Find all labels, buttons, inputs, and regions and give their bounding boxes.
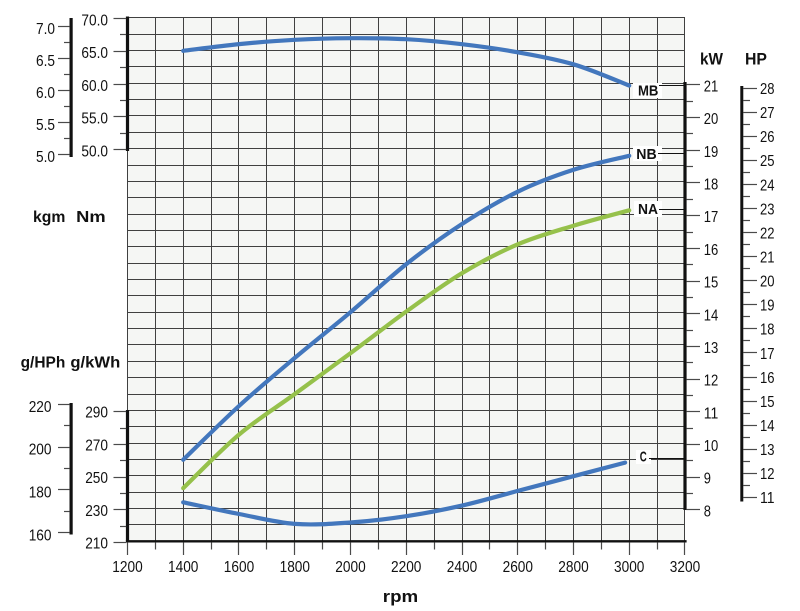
svg-text:6.0: 6.0 bbox=[36, 85, 55, 102]
svg-text:24: 24 bbox=[760, 177, 775, 194]
svg-text:20: 20 bbox=[704, 111, 719, 128]
svg-text:25: 25 bbox=[760, 153, 775, 170]
svg-text:17: 17 bbox=[704, 209, 719, 226]
svg-text:270: 270 bbox=[85, 437, 108, 454]
svg-text:kgm: kgm bbox=[33, 209, 65, 226]
svg-text:15: 15 bbox=[704, 275, 719, 292]
svg-text:13: 13 bbox=[704, 340, 719, 357]
svg-text:5.0: 5.0 bbox=[36, 149, 55, 166]
svg-text:11: 11 bbox=[704, 405, 719, 422]
svg-text:NB: NB bbox=[636, 146, 657, 163]
svg-text:180: 180 bbox=[29, 485, 52, 502]
svg-text:3000: 3000 bbox=[614, 559, 644, 576]
svg-text:6.5: 6.5 bbox=[36, 53, 55, 70]
svg-text:HP: HP bbox=[745, 49, 767, 68]
svg-text:16: 16 bbox=[760, 370, 775, 387]
svg-text:19: 19 bbox=[760, 298, 775, 315]
svg-text:2600: 2600 bbox=[503, 559, 533, 576]
svg-text:17: 17 bbox=[760, 346, 775, 363]
svg-text:23: 23 bbox=[760, 201, 775, 218]
svg-text:27: 27 bbox=[760, 105, 775, 122]
svg-text:15: 15 bbox=[760, 394, 775, 411]
svg-text:14: 14 bbox=[760, 418, 775, 435]
svg-text:14: 14 bbox=[704, 307, 719, 324]
svg-text:2000: 2000 bbox=[335, 559, 365, 576]
svg-text:8: 8 bbox=[704, 503, 711, 520]
svg-text:2800: 2800 bbox=[558, 559, 588, 576]
svg-text:26: 26 bbox=[760, 129, 775, 146]
svg-text:70.0: 70.0 bbox=[81, 13, 108, 30]
svg-text:13: 13 bbox=[760, 442, 775, 459]
svg-text:21: 21 bbox=[760, 250, 775, 267]
svg-text:1800: 1800 bbox=[280, 559, 310, 576]
svg-text:C: C bbox=[640, 449, 647, 466]
svg-text:220: 220 bbox=[29, 399, 52, 416]
svg-text:12: 12 bbox=[704, 373, 719, 390]
svg-text:1600: 1600 bbox=[224, 559, 254, 576]
svg-text:12: 12 bbox=[760, 466, 775, 483]
svg-text:2400: 2400 bbox=[447, 559, 477, 576]
svg-text:9: 9 bbox=[704, 471, 711, 488]
svg-text:1400: 1400 bbox=[168, 559, 198, 576]
svg-text:rpm: rpm bbox=[383, 587, 418, 606]
svg-text:2200: 2200 bbox=[391, 559, 421, 576]
svg-text:10: 10 bbox=[704, 438, 719, 455]
svg-text:1200: 1200 bbox=[112, 559, 142, 576]
svg-text:200: 200 bbox=[29, 442, 52, 459]
svg-text:60.0: 60.0 bbox=[81, 78, 108, 95]
svg-text:21: 21 bbox=[704, 78, 719, 95]
svg-text:MB: MB bbox=[638, 83, 659, 100]
svg-text:250: 250 bbox=[85, 470, 108, 487]
svg-text:kW: kW bbox=[700, 49, 724, 68]
svg-text:g/kWh: g/kWh bbox=[70, 355, 120, 372]
svg-text:16: 16 bbox=[704, 242, 719, 259]
svg-text:210: 210 bbox=[85, 536, 108, 553]
svg-text:290: 290 bbox=[85, 405, 108, 422]
svg-text:50.0: 50.0 bbox=[81, 143, 108, 160]
svg-text:3200: 3200 bbox=[670, 559, 700, 576]
svg-text:11: 11 bbox=[760, 490, 775, 507]
svg-text:230: 230 bbox=[85, 503, 108, 520]
svg-text:65.0: 65.0 bbox=[81, 45, 108, 62]
svg-text:19: 19 bbox=[704, 144, 719, 161]
svg-text:5.5: 5.5 bbox=[36, 117, 55, 134]
svg-text:20: 20 bbox=[760, 274, 775, 291]
svg-text:28: 28 bbox=[760, 81, 775, 98]
svg-text:NA: NA bbox=[638, 201, 658, 218]
svg-text:Nm: Nm bbox=[76, 209, 106, 226]
svg-text:g/HPh: g/HPh bbox=[21, 355, 66, 372]
svg-text:22: 22 bbox=[760, 225, 775, 242]
svg-text:55.0: 55.0 bbox=[81, 111, 108, 128]
svg-text:160: 160 bbox=[29, 527, 52, 544]
svg-text:18: 18 bbox=[760, 322, 775, 339]
svg-text:18: 18 bbox=[704, 177, 719, 194]
svg-text:7.0: 7.0 bbox=[36, 21, 55, 38]
